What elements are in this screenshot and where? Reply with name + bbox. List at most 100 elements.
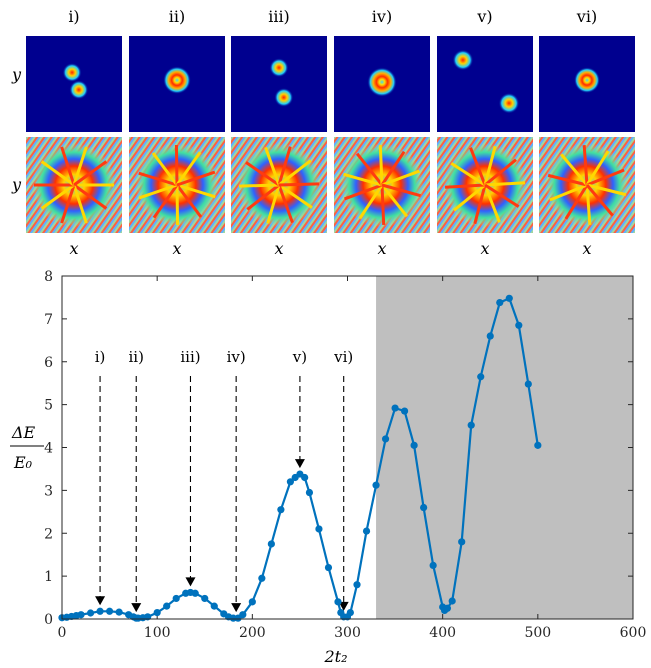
x-tick-label: 200: [239, 625, 266, 641]
annotation-label: iv): [227, 348, 246, 366]
y-tick-label: 2: [44, 526, 53, 542]
data-point: [301, 473, 309, 482]
data-point: [410, 441, 418, 449]
phase-panel: [231, 137, 327, 233]
y-tick-label: 6: [44, 355, 53, 371]
annotation-arrow: iv): [227, 348, 246, 613]
data-point: [401, 407, 409, 415]
data-point: [267, 540, 275, 548]
axes-box: [61, 275, 634, 620]
row-label-phase: y: [11, 175, 22, 194]
data-point: [429, 561, 437, 570]
annotation-label: v): [292, 348, 307, 366]
data-point: [362, 527, 371, 535]
density-panel: [437, 36, 533, 132]
data-point: [420, 503, 428, 512]
data-point: [381, 435, 390, 443]
panel-column-label: iv): [372, 7, 392, 26]
panel-x-label: x: [274, 239, 283, 258]
data-point: [315, 525, 323, 533]
data-point: [496, 298, 504, 307]
panel-x-label: x: [69, 239, 78, 258]
data-point: [305, 488, 314, 497]
panel-x-label: x: [377, 239, 386, 258]
phase-panel: [26, 137, 122, 233]
data-point: [443, 604, 452, 612]
data-point: [346, 608, 354, 617]
x-tick-label: 500: [524, 625, 551, 641]
data-point: [153, 608, 161, 617]
data-point: [505, 294, 513, 302]
phase-panel: [129, 137, 225, 233]
row-label-density: y: [11, 65, 22, 84]
y-tick-label: 0: [44, 612, 53, 628]
x-tick-label: 600: [620, 625, 647, 641]
annotation-arrow: iii): [180, 348, 201, 587]
annotation-label: i): [95, 348, 106, 366]
panel-column-label: vi): [576, 7, 597, 26]
data-point: [353, 581, 361, 589]
data-point: [96, 607, 104, 615]
data-point: [448, 597, 456, 605]
panel-column-label: ii): [169, 7, 185, 26]
density-panel: [334, 36, 430, 132]
panel-x-label: x: [480, 239, 489, 258]
phase-panel: [539, 137, 635, 233]
y-tick-label: 5: [44, 398, 53, 414]
panel-x-label: x: [582, 239, 591, 258]
annotation-arrow: i): [95, 348, 106, 606]
data-point: [277, 506, 285, 514]
y-label-numerator: ΔE: [11, 423, 36, 442]
data-point: [163, 602, 171, 610]
data-point: [115, 608, 123, 616]
density-panel: [231, 36, 327, 132]
x-tick-label: 300: [334, 625, 361, 641]
panel-column-label: i): [68, 7, 79, 26]
x-tick-label: 400: [429, 625, 456, 641]
density-panel: [539, 36, 635, 132]
data-point: [534, 441, 542, 449]
data-point: [286, 478, 294, 486]
density-panel: [26, 36, 122, 132]
annotation-arrow: ii): [129, 348, 144, 613]
annotation-arrow: v): [292, 348, 307, 469]
annotation-arrow: vi): [333, 348, 353, 611]
data-point: [248, 598, 256, 606]
data-point: [372, 481, 380, 489]
x-tick-label: 100: [144, 625, 171, 641]
data-point: [210, 602, 218, 610]
phase-panel: [334, 137, 430, 233]
data-point: [477, 373, 485, 381]
annotation-label: vi): [333, 348, 353, 366]
data-point: [515, 321, 523, 329]
panel-column-label: v): [476, 7, 492, 26]
y-tick-label: 3: [44, 483, 53, 499]
energy-chart: i) ii) iii) iv) v) vi) 0 100 200 300 400 500 600 0 1 2…: [44, 269, 646, 641]
data-point: [239, 611, 247, 619]
panel-column-label: iii): [268, 7, 290, 26]
data-point: [334, 598, 342, 606]
data-point: [258, 574, 266, 582]
y-tick-label: 7: [44, 312, 53, 328]
data-point: [458, 538, 466, 546]
data-point: [486, 332, 494, 340]
panel-x-label: x: [172, 239, 181, 258]
data-point: [86, 609, 95, 617]
annotation-label: ii): [129, 348, 144, 366]
data-point: [77, 611, 85, 619]
data-point: [391, 404, 399, 412]
shaded-region: [376, 276, 633, 619]
y-label-denominator: E₀: [13, 453, 33, 472]
annotation-label: iii): [180, 348, 200, 366]
phase-panel: [437, 137, 533, 233]
data-point: [467, 421, 475, 429]
y-axis-label: ΔE E₀: [10, 423, 44, 472]
y-tick-label: 4: [44, 441, 53, 457]
data-point: [324, 563, 333, 572]
y-tick-label: 8: [44, 269, 53, 285]
data-point: [524, 380, 532, 388]
data-point: [201, 594, 209, 603]
data-point: [172, 594, 180, 603]
y-tick-label: 1: [44, 569, 53, 585]
